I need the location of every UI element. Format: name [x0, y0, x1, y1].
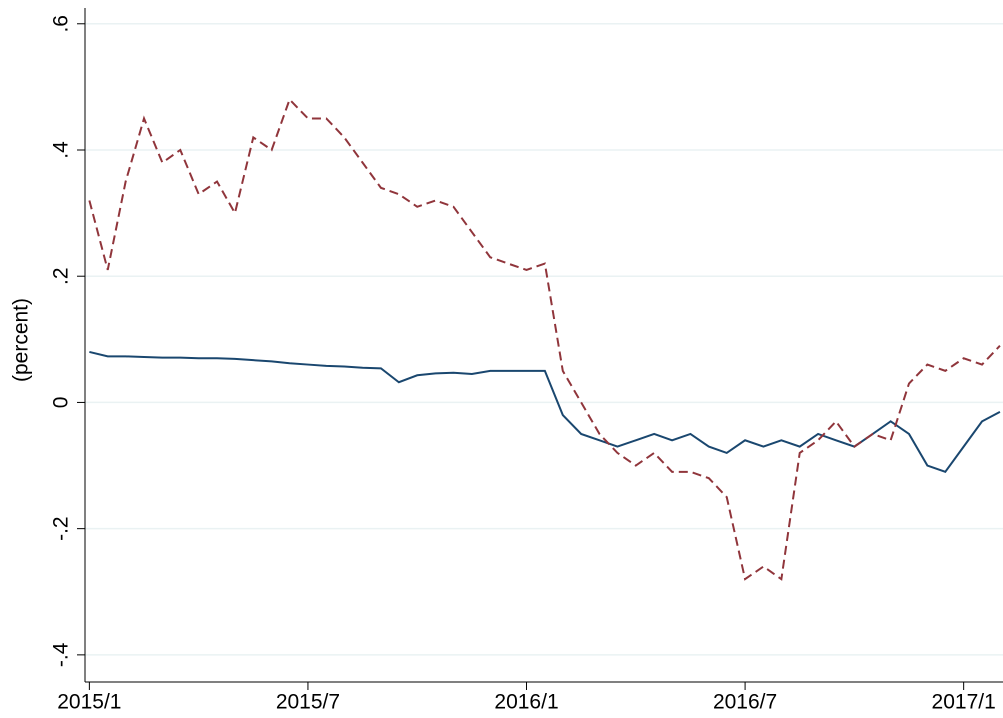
y-tick-label: -.2: [50, 516, 73, 541]
x-tick-label: 2015/7: [276, 691, 340, 714]
series-line: [89, 350, 1001, 474]
x-tick-label: 2016/1: [494, 691, 558, 714]
y-tick-label: .2: [50, 267, 73, 285]
y-tick-label: -.4: [50, 642, 73, 667]
x-tick-label: 2016/7: [713, 691, 777, 714]
y-tick-label: .6: [50, 15, 73, 33]
y-axis-title: (percent): [10, 298, 33, 382]
y-tick-label: .4: [50, 141, 73, 159]
x-tick-label: 2015/1: [57, 691, 121, 714]
x-tick-label: 2017/1: [932, 691, 996, 714]
y-tick-label: 0: [50, 397, 73, 409]
series-line: [88, 97, 1001, 581]
